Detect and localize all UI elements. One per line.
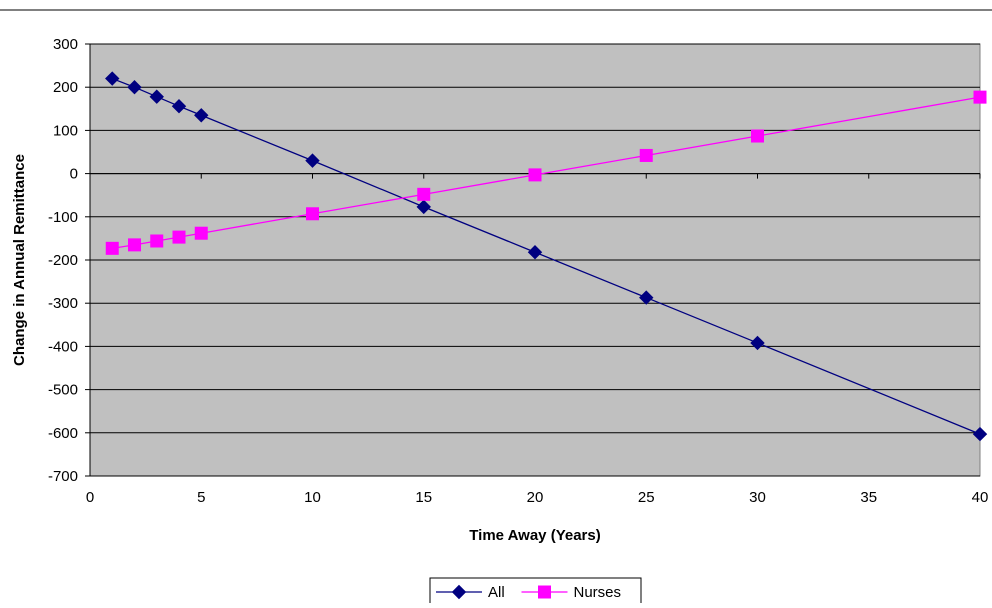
legend-items: All Nurses xyxy=(436,584,621,601)
data-point-all xyxy=(194,108,209,123)
series-nurses xyxy=(105,90,987,255)
x-tick-label: 25 xyxy=(638,489,655,506)
data-point-all xyxy=(305,153,320,168)
x-tick-label: 30 xyxy=(749,489,766,506)
y-tick-label: -400 xyxy=(48,338,78,355)
x-axis-title: Time Away (Years) xyxy=(469,527,600,544)
series xyxy=(105,71,988,442)
x-tick-label: 35 xyxy=(860,489,877,506)
data-point-nurses xyxy=(417,187,431,201)
x-tick-label: 40 xyxy=(972,489,989,506)
data-point-all xyxy=(750,335,765,351)
y-tick-label: -100 xyxy=(48,209,78,226)
data-point-nurses xyxy=(172,230,186,244)
legend: All Nurses xyxy=(429,577,642,608)
data-point-nurses xyxy=(639,148,653,162)
data-point-all xyxy=(171,99,187,114)
legend-item-all: All xyxy=(436,584,505,601)
x-tick-label: 0 xyxy=(86,489,94,506)
y-tick-label: -300 xyxy=(48,295,78,312)
data-point-all xyxy=(416,199,431,215)
axes: 300 200 100 0 -100 -200 -300 -400 -500 -600 -700 0 5… xyxy=(48,36,988,506)
data-point-nurses xyxy=(150,234,164,248)
y-tick-label: 300 xyxy=(53,36,78,53)
data-point-nurses xyxy=(973,90,987,104)
series-all xyxy=(105,71,988,442)
y-tick-label: 200 xyxy=(53,79,78,96)
data-point-nurses xyxy=(528,168,542,182)
x-tick-label: 5 xyxy=(197,489,205,506)
data-point-nurses xyxy=(751,129,764,143)
legend-marker-all xyxy=(451,584,467,600)
gridlines xyxy=(90,43,980,477)
x-tick-label: 20 xyxy=(527,489,544,506)
data-point-all xyxy=(105,71,120,86)
y-tick-label: -500 xyxy=(48,382,78,399)
legend-label-all: All xyxy=(488,584,505,601)
y-tick-label: -600 xyxy=(48,425,78,442)
data-point-all xyxy=(639,290,654,305)
y-tick-label: 0 xyxy=(70,166,78,183)
data-point-nurses xyxy=(105,241,119,255)
legend-marker-nurses xyxy=(538,585,551,599)
y-tick-label: 100 xyxy=(53,122,78,139)
data-point-nurses xyxy=(306,207,319,221)
x-tick-label: 10 xyxy=(304,489,321,506)
y-tick-label: -700 xyxy=(48,468,78,485)
y-tick-label: -200 xyxy=(48,252,78,269)
data-point-all xyxy=(527,245,543,260)
x-tick-label: 15 xyxy=(415,489,432,506)
data-point-all xyxy=(149,89,164,104)
legend-label-nurses: Nurses xyxy=(574,584,622,601)
data-point-all xyxy=(972,426,988,442)
y-axis-title: Change in Annual Remittance xyxy=(11,154,28,366)
legend-item-nurses: Nurses xyxy=(521,584,622,601)
data-point-nurses xyxy=(128,238,141,252)
data-point-nurses xyxy=(194,226,208,240)
data-point-all xyxy=(127,79,142,95)
